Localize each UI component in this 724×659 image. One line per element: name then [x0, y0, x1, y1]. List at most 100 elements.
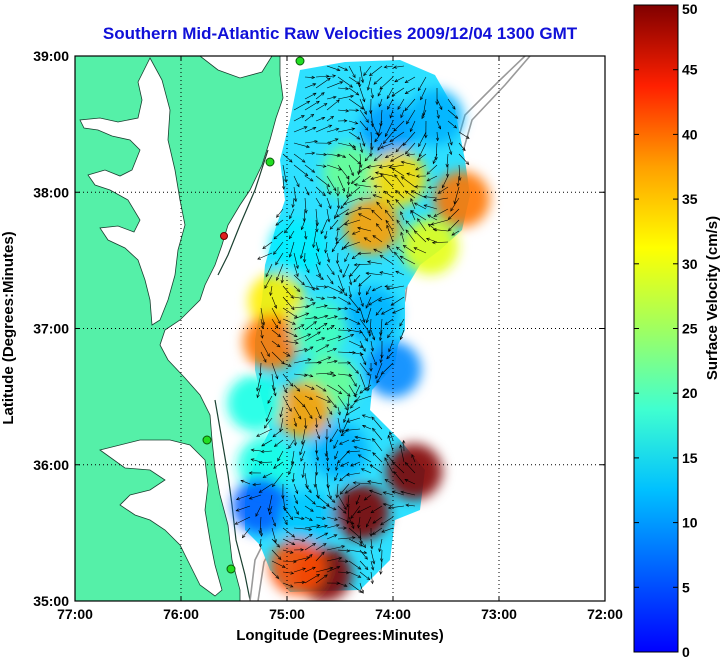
velocity-arrowhead — [426, 171, 431, 175]
velocity-arrow — [315, 574, 328, 584]
velocity-arrow — [356, 494, 361, 505]
velocity-arrow — [337, 582, 348, 587]
velocity-arrowhead — [276, 214, 280, 218]
velocity-arrow — [370, 549, 375, 564]
velocity-arrowhead — [462, 147, 466, 152]
velocity-arrowhead — [372, 560, 376, 565]
velocity-arrow — [370, 538, 373, 549]
velocity-arrowhead — [358, 197, 363, 201]
velocity-arrowhead — [384, 154, 389, 158]
velocity-arrow — [326, 360, 338, 364]
velocity-arrow — [357, 227, 372, 232]
velocity-arrow — [385, 220, 394, 232]
velocity-arrow — [326, 75, 336, 78]
velocity-arrow — [337, 87, 349, 90]
velocity-arrowhead — [366, 372, 370, 376]
velocity-arrow — [329, 219, 339, 230]
velocity-arrow — [358, 274, 372, 287]
velocity-arrowhead — [373, 248, 378, 252]
velocity-arrow — [271, 516, 276, 527]
velocity-arrow — [282, 373, 294, 387]
velocity-arrowhead — [353, 445, 358, 450]
velocity-arrow — [293, 395, 306, 408]
velocity-arrowhead — [386, 454, 390, 458]
velocity-arrow — [271, 571, 279, 579]
velocity-arrow — [417, 76, 427, 91]
velocity-arrowhead — [327, 218, 331, 223]
velocity-arrow — [256, 428, 273, 437]
velocity-arrowhead — [353, 383, 357, 387]
velocity-arrow — [348, 65, 356, 78]
velocity-arrowhead — [324, 524, 328, 528]
velocity-arrow — [422, 98, 427, 117]
velocity-arrow — [293, 142, 310, 148]
velocity-arrow — [304, 525, 320, 529]
velocity-arrow — [436, 131, 438, 141]
velocity-arrowhead — [260, 449, 265, 454]
velocity-arrowhead — [404, 150, 409, 155]
velocity-arrowhead — [356, 321, 361, 325]
velocity-arrowhead — [362, 98, 366, 103]
velocity-arrow — [364, 494, 372, 501]
velocity-arrowhead — [293, 442, 297, 447]
velocity-arrowhead — [334, 138, 339, 142]
velocity-arrow — [376, 201, 383, 210]
velocity-arrowhead — [326, 259, 331, 263]
velocity-arrow — [315, 395, 331, 403]
velocity-arrowhead — [317, 331, 321, 335]
velocity-arrow — [315, 274, 324, 280]
velocity-arrow — [348, 373, 357, 387]
velocity-arrow — [345, 406, 361, 416]
velocity-arrowhead — [364, 566, 369, 571]
velocity-arrowhead — [308, 527, 313, 531]
velocity-arrowhead — [344, 222, 348, 226]
velocity-arrowhead — [291, 534, 296, 538]
velocity-arrow — [234, 516, 251, 525]
station-marker — [202, 435, 212, 445]
station-marker — [226, 564, 236, 574]
velocity-arrowhead — [343, 419, 347, 423]
velocity-arrowhead — [250, 448, 255, 452]
velocity-arrowhead — [354, 121, 359, 125]
velocity-arrow — [315, 406, 322, 419]
velocity-arrow — [348, 307, 360, 313]
velocity-arrowhead — [363, 111, 367, 115]
velocity-arrow — [315, 525, 328, 529]
velocity-arrow — [380, 516, 394, 526]
velocity-arrow — [289, 241, 295, 258]
velocity-arrow — [337, 197, 339, 209]
x-tick-label: 77:00 — [57, 606, 93, 622]
velocity-arrow — [367, 481, 383, 485]
velocity-arrowhead — [340, 432, 345, 437]
velocity-arrowhead — [417, 218, 421, 222]
velocity-arrowhead — [337, 411, 341, 416]
velocity-arrow — [337, 274, 345, 292]
velocity-arrowhead — [368, 302, 372, 306]
velocity-arrow — [365, 296, 372, 309]
velocity-arrowhead — [316, 100, 320, 105]
velocity-arrowhead — [323, 304, 328, 308]
velocity-arrowhead — [317, 261, 321, 266]
velocity-arrowhead — [300, 457, 304, 462]
velocity-arrow — [336, 483, 339, 498]
velocity-arrowhead — [380, 311, 385, 315]
velocity-arrowhead — [312, 566, 316, 570]
velocity-arrowhead — [338, 429, 342, 434]
velocity-arrowhead — [362, 544, 366, 549]
velocity-arrow — [448, 208, 460, 220]
velocity-arrowhead — [435, 137, 440, 142]
velocity-arrow — [249, 494, 262, 500]
velocity-arrowhead — [383, 190, 388, 195]
velocity-arrowhead — [301, 403, 306, 408]
colorbar-tick-label: 0 — [682, 644, 690, 659]
velocity-arrowhead — [357, 566, 362, 570]
velocity-arrowhead — [409, 128, 413, 133]
velocity-arrowhead — [374, 138, 378, 143]
velocity-arrowhead — [447, 216, 452, 220]
velocity-arrow — [273, 241, 284, 255]
velocity-arrow — [326, 373, 336, 376]
velocity-arrow — [387, 98, 394, 110]
y-tick-label: 37:00 — [33, 321, 69, 337]
velocity-arrowhead — [273, 392, 277, 397]
velocity-arrowhead — [333, 187, 337, 192]
